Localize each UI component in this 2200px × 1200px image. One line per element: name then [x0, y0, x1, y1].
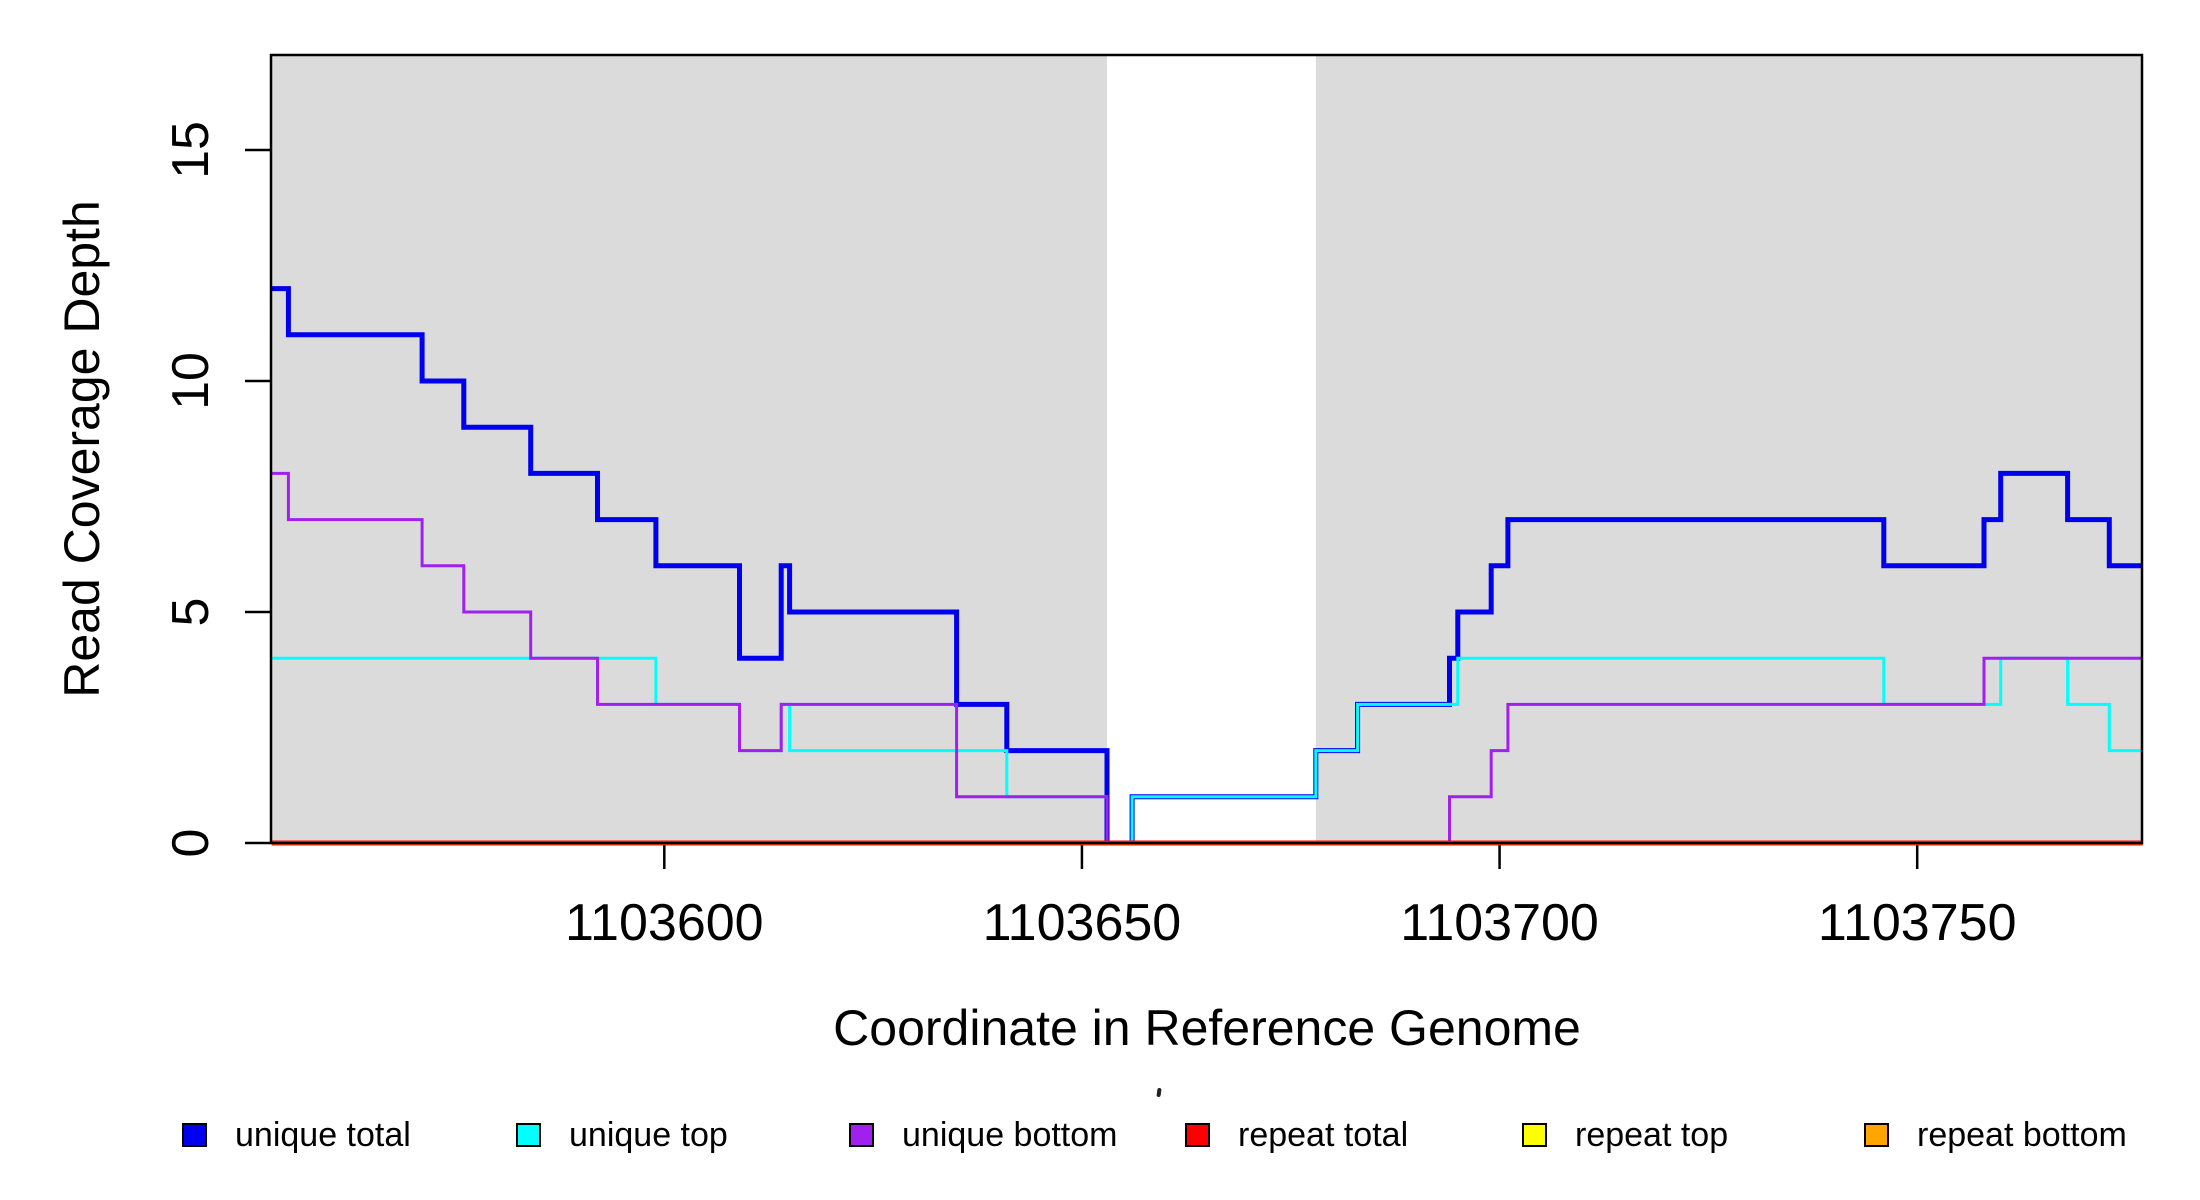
legend-item-repeat-total: repeat total — [1185, 1116, 1408, 1154]
legend-label: unique bottom — [902, 1115, 1118, 1154]
legend-item-repeat-top: repeat top — [1522, 1116, 1728, 1154]
legend-item-unique-bottom: unique bottom — [849, 1116, 1118, 1154]
y-tick-label: 15 — [162, 121, 220, 179]
legend-swatch-icon — [1185, 1123, 1210, 1147]
shaded-region — [1315, 55, 2143, 843]
x-tick-label: 1103750 — [1817, 894, 2017, 952]
legend-label: unique total — [235, 1115, 411, 1154]
x-tick-label: 1103600 — [565, 894, 764, 952]
y-tick-label: 5 — [162, 597, 220, 627]
shaded-region — [271, 55, 1107, 843]
x-axis-title: Coordinate in Reference Genome — [833, 1000, 1581, 1056]
y-tick-label: 0 — [162, 828, 220, 858]
x-tick-label: 1103650 — [982, 894, 1182, 952]
y-axis-title: Read Coverage Depth — [54, 200, 110, 698]
legend-label: repeat bottom — [1917, 1115, 2127, 1154]
legend-item-unique-top: unique top — [516, 1116, 728, 1154]
series-line-unique-bottom — [271, 471, 2143, 845]
legend-swatch-icon — [1522, 1123, 1547, 1147]
legend-item-unique-total: unique total — [182, 1116, 411, 1154]
x-tick-label: 1103700 — [1400, 894, 1599, 952]
legend-swatch-icon — [182, 1123, 207, 1147]
plot-box-border — [269, 53, 2144, 845]
legend-label: repeat total — [1238, 1115, 1409, 1154]
legend-swatch-icon — [849, 1123, 874, 1147]
legend-item-repeat-bottom: repeat bottom — [1864, 1116, 2127, 1154]
legend-swatch-icon — [516, 1123, 541, 1147]
legend-label: repeat top — [1575, 1115, 1729, 1154]
legend-label: unique top — [569, 1115, 728, 1154]
legend-swatch-icon — [1864, 1123, 1889, 1147]
y-tick-label: 10 — [162, 352, 220, 410]
